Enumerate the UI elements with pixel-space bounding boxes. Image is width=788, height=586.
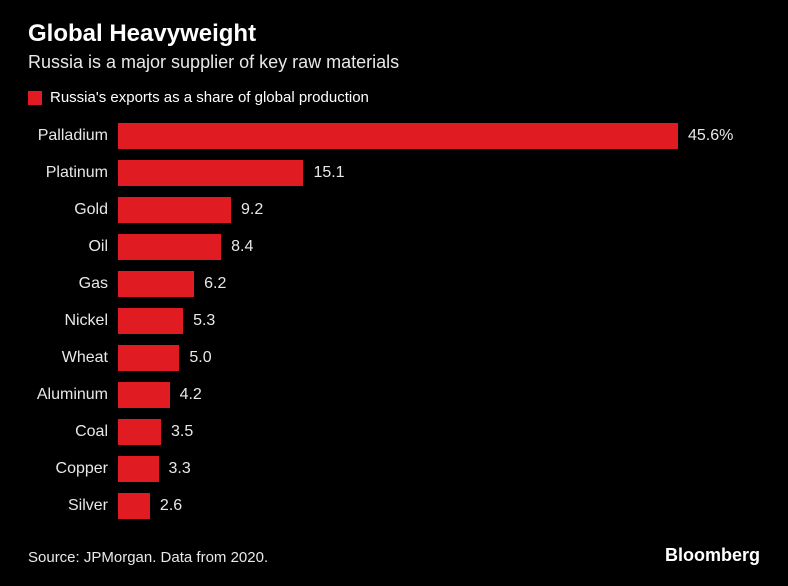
value-label: 45.6% [688, 127, 733, 145]
value-label: 6.2 [204, 275, 226, 293]
bar [118, 234, 221, 260]
category-label: Gold [28, 201, 118, 219]
bar-area: 2.6 [118, 493, 760, 519]
bar-area: 3.5 [118, 419, 760, 445]
chart-row: Gas 6.2 [28, 268, 760, 299]
value-label: 3.3 [169, 460, 191, 478]
chart-subtitle: Russia is a major supplier of key raw ma… [28, 52, 760, 73]
value-label: 8.4 [231, 238, 253, 256]
bar [118, 123, 678, 149]
chart-row: Copper 3.3 [28, 453, 760, 484]
category-label: Nickel [28, 312, 118, 330]
category-label: Coal [28, 423, 118, 441]
chart-row: Palladium 45.6% [28, 120, 760, 151]
bar [118, 345, 179, 371]
bar-area: 45.6% [118, 123, 760, 149]
category-label: Oil [28, 238, 118, 256]
bar [118, 197, 231, 223]
chart-row: Gold 9.2 [28, 194, 760, 225]
bar [118, 308, 183, 334]
chart-row: Coal 3.5 [28, 416, 760, 447]
category-label: Copper [28, 460, 118, 478]
bar-area: 15.1 [118, 160, 760, 186]
bar-area: 5.3 [118, 308, 760, 334]
category-label: Aluminum [28, 386, 118, 404]
value-label: 5.0 [189, 349, 211, 367]
chart-row: Platinum 15.1 [28, 157, 760, 188]
chart-row: Aluminum 4.2 [28, 379, 760, 410]
bar [118, 271, 194, 297]
chart-row: Oil 8.4 [28, 231, 760, 262]
bar-area: 6.2 [118, 271, 760, 297]
category-label: Palladium [28, 127, 118, 145]
chart-row: Silver 2.6 [28, 490, 760, 521]
legend-swatch [28, 91, 42, 105]
bar [118, 456, 159, 482]
brand-logo: Bloomberg [665, 545, 760, 566]
chart-title: Global Heavyweight [28, 20, 760, 48]
category-label: Gas [28, 275, 118, 293]
bar-area: 9.2 [118, 197, 760, 223]
category-label: Silver [28, 497, 118, 515]
source-text: Source: JPMorgan. Data from 2020. [28, 549, 268, 566]
bar-area: 3.3 [118, 456, 760, 482]
category-label: Wheat [28, 349, 118, 367]
value-label: 5.3 [193, 312, 215, 330]
bar-chart: Palladium 45.6% Platinum 15.1 Gold 9.2 Oil 8.4 G… [28, 120, 760, 521]
chart-row: Wheat 5.0 [28, 342, 760, 373]
bar [118, 419, 161, 445]
chart-row: Nickel 5.3 [28, 305, 760, 336]
bar-area: 5.0 [118, 345, 760, 371]
value-label: 2.6 [160, 497, 182, 515]
bar [118, 493, 150, 519]
value-label: 9.2 [241, 201, 263, 219]
value-label: 15.1 [313, 164, 344, 182]
bar [118, 382, 170, 408]
legend-label: Russia's exports as a share of global pr… [50, 89, 369, 106]
bar-area: 8.4 [118, 234, 760, 260]
value-label: 4.2 [180, 386, 202, 404]
category-label: Platinum [28, 164, 118, 182]
legend: Russia's exports as a share of global pr… [28, 89, 760, 106]
bar [118, 160, 303, 186]
value-label: 3.5 [171, 423, 193, 441]
bar-area: 4.2 [118, 382, 760, 408]
